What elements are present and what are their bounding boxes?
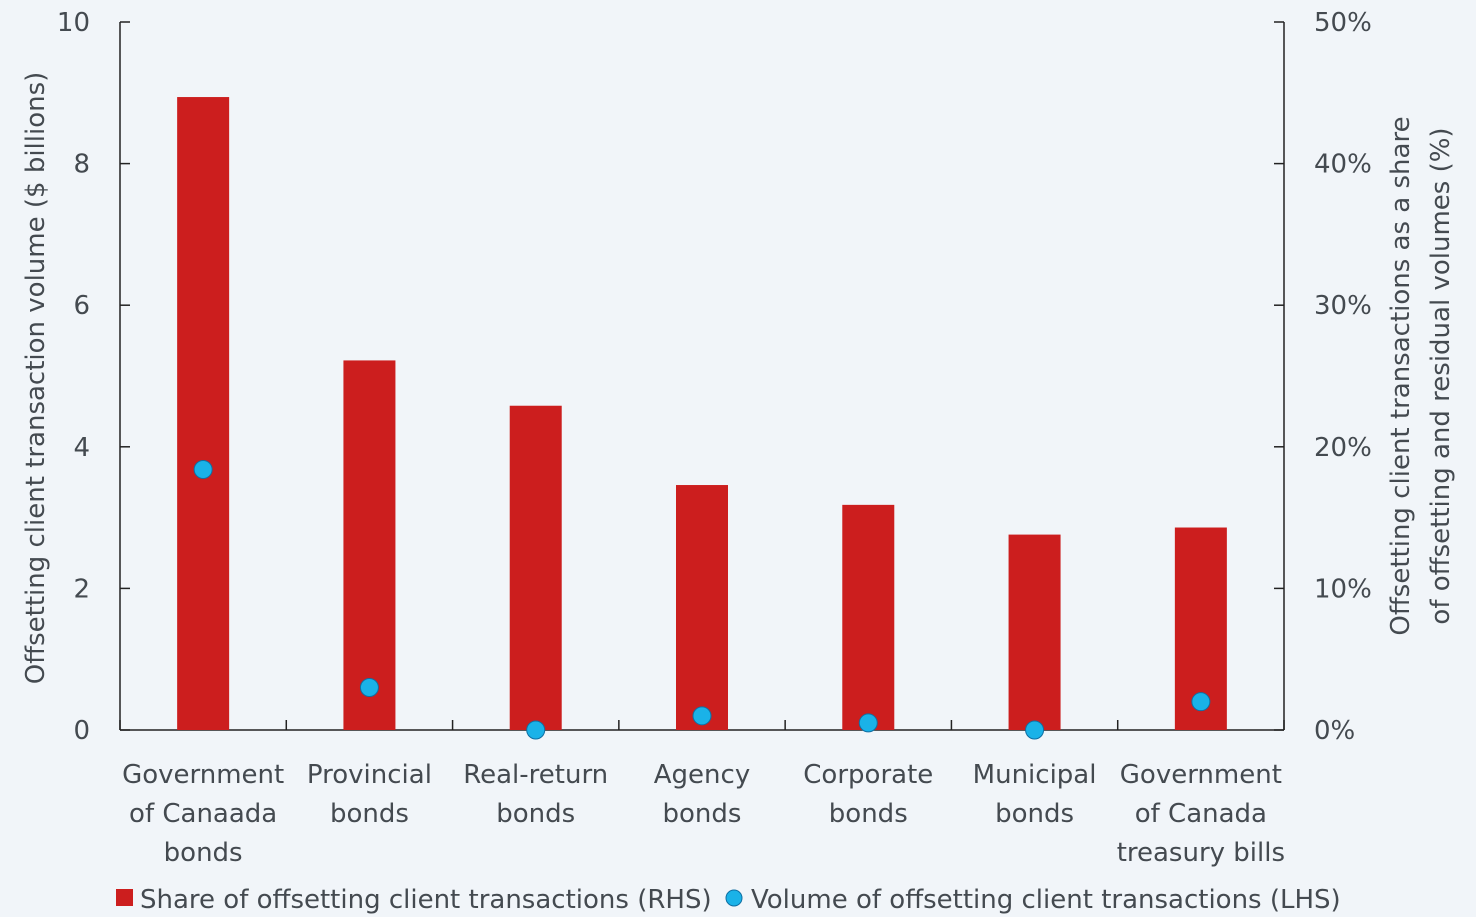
- left-tick-label: 0: [73, 716, 90, 746]
- right-tick-label: 30%: [1314, 291, 1372, 321]
- bar: [177, 97, 230, 731]
- category-labels: Government of Canaada bonds Provincial bonds…: [122, 760, 1285, 868]
- category-label-line: bonds: [829, 799, 908, 829]
- category-label: Agency bonds: [654, 760, 750, 829]
- category-label-line: Agency: [654, 760, 750, 790]
- right-tick-label: 10%: [1314, 574, 1372, 604]
- category-label-line: of Canada: [1135, 799, 1267, 829]
- point: [692, 706, 712, 726]
- category-label: Corporate bonds: [803, 760, 933, 829]
- bar: [343, 360, 396, 730]
- category-label-line: Government: [122, 760, 284, 790]
- left-tick-label: 2: [73, 574, 90, 604]
- legend-swatch-volume: [725, 889, 743, 907]
- points: [193, 459, 1211, 740]
- legend-swatch-share: [116, 889, 133, 906]
- bar: [676, 485, 728, 730]
- right-tick-label: 40%: [1314, 150, 1372, 180]
- right-tick-label: 20%: [1314, 433, 1372, 463]
- category-label-line: of Canaada: [129, 799, 277, 829]
- left-tick-label: 8: [73, 150, 90, 180]
- point: [1191, 692, 1211, 712]
- point: [858, 713, 878, 733]
- category-label-line: Municipal: [973, 760, 1097, 790]
- right-tick-label: 50%: [1314, 8, 1372, 38]
- right-tick-label: 0%: [1314, 716, 1355, 746]
- category-label-line: bonds: [663, 799, 742, 829]
- point: [1025, 720, 1045, 740]
- category-label-line: bonds: [164, 838, 243, 868]
- legend: Share of offsetting client transactions …: [116, 885, 1341, 915]
- bar: [1008, 534, 1061, 730]
- category-label: Government of Canaada bonds: [122, 760, 284, 868]
- left-tick-label: 10: [57, 8, 90, 38]
- right-axis-title: Offsetting client transactions as a shar…: [1386, 116, 1416, 635]
- right-axis-title-line-2-text: of offsetting and residual volumes (%): [1426, 127, 1456, 624]
- category-label-line: bonds: [496, 799, 575, 829]
- right-axis-ticks: 0% 10% 20% 30% 40% 50%: [1274, 8, 1372, 746]
- bars: [177, 97, 1227, 731]
- legend-label-share: Share of offsetting client transactions …: [140, 885, 712, 915]
- category-label-line: treasury bills: [1117, 838, 1285, 868]
- right-axis-title-line-1: Offsetting client transactions as a shar…: [1386, 116, 1416, 635]
- category-label-line: Real-return: [463, 760, 608, 790]
- category-label-line: Government: [1120, 760, 1282, 790]
- category-label: Provincial bonds: [307, 760, 432, 829]
- legend-label-volume: Volume of offsetting client transactions…: [751, 885, 1341, 915]
- left-tick-label: 6: [73, 291, 90, 321]
- bar: [509, 405, 562, 730]
- left-tick-label: 4: [73, 433, 90, 463]
- category-label: Government of Canada treasury bills: [1117, 760, 1285, 868]
- left-axis-title: Offsetting client transaction volume ($ …: [21, 72, 51, 685]
- left-axis-ticks: 0 2 4 6 8 10: [57, 8, 130, 746]
- category-label: Real-return bonds: [463, 760, 608, 829]
- category-label: Municipal bonds: [973, 760, 1097, 829]
- category-label-line: bonds: [995, 799, 1074, 829]
- point: [359, 678, 379, 698]
- right-axis-title-line-2: of offsetting and residual volumes (%): [1426, 127, 1456, 624]
- point: [193, 459, 213, 479]
- point: [526, 720, 546, 740]
- category-label-line: Corporate: [803, 760, 933, 790]
- category-label-line: bonds: [330, 799, 409, 829]
- bar: [842, 504, 895, 730]
- category-label-line: Provincial: [307, 760, 432, 790]
